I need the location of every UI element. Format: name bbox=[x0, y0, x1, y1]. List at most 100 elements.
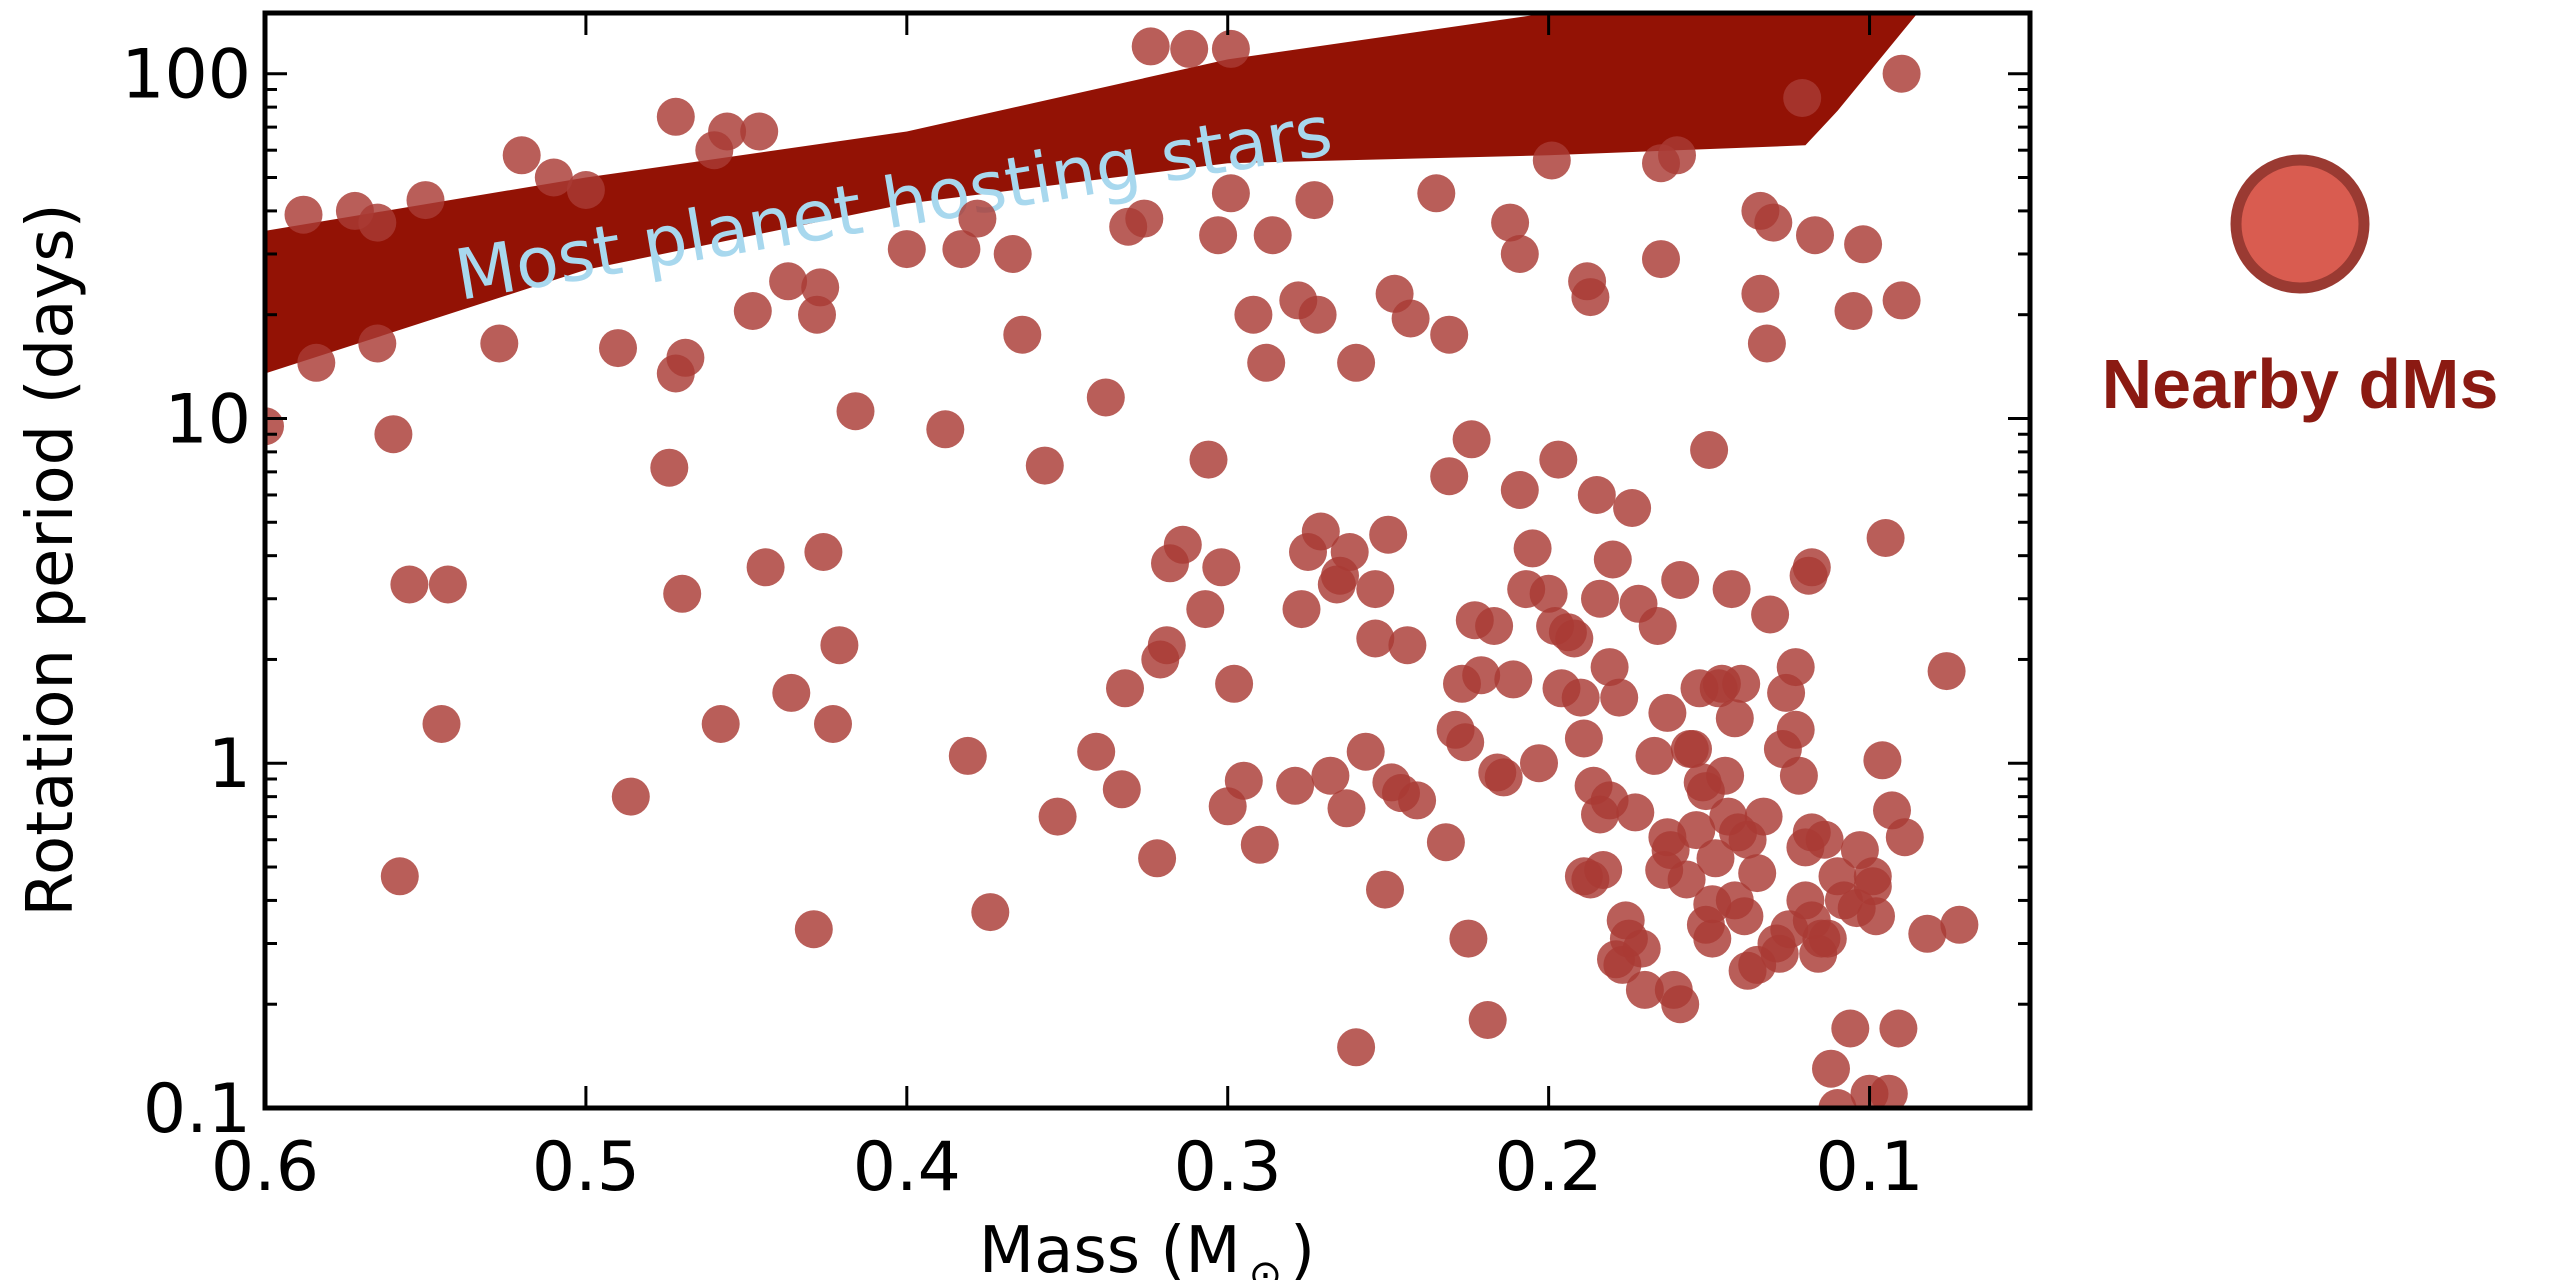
data-point bbox=[1520, 744, 1558, 783]
data-point bbox=[1106, 669, 1144, 708]
data-point bbox=[794, 910, 833, 949]
x-tick-label: 0.2 bbox=[1495, 1128, 1603, 1207]
data-point bbox=[1301, 512, 1340, 551]
data-point bbox=[1430, 457, 1469, 496]
data-point bbox=[1853, 867, 1892, 906]
data-point bbox=[1571, 278, 1610, 317]
data-point bbox=[358, 203, 397, 242]
data-point bbox=[1417, 174, 1456, 213]
data-point bbox=[701, 705, 740, 743]
data-point bbox=[1298, 295, 1337, 334]
data-point bbox=[1539, 440, 1578, 479]
data-point bbox=[1866, 519, 1905, 557]
data-point bbox=[1751, 595, 1790, 634]
plot-frame bbox=[262, 10, 2033, 1111]
data-point bbox=[948, 736, 987, 775]
data-point bbox=[1147, 626, 1186, 665]
data-point bbox=[1805, 820, 1844, 859]
data-point bbox=[1577, 476, 1616, 514]
data-point bbox=[1398, 781, 1437, 820]
data-point bbox=[1282, 590, 1321, 629]
data-point bbox=[1163, 525, 1202, 564]
data-point bbox=[1086, 378, 1125, 417]
data-point bbox=[599, 329, 637, 368]
data-point bbox=[1747, 324, 1786, 363]
data-point bbox=[1741, 274, 1780, 313]
data-point bbox=[1744, 797, 1783, 836]
data-point bbox=[1863, 741, 1902, 780]
data-point bbox=[1475, 607, 1514, 645]
data-point bbox=[1885, 818, 1924, 857]
data-point bbox=[769, 262, 808, 301]
data-point bbox=[1622, 929, 1661, 968]
data-point bbox=[1102, 770, 1141, 809]
data-point bbox=[1003, 315, 1042, 354]
data-point bbox=[1712, 570, 1751, 609]
data-point bbox=[1776, 710, 1815, 749]
data-point bbox=[1690, 431, 1729, 469]
data-point bbox=[1661, 985, 1700, 1024]
x-tick-label: 0.6 bbox=[211, 1128, 319, 1207]
legend-label: Nearby dMs bbox=[2102, 345, 2499, 423]
data-point bbox=[1693, 919, 1732, 958]
data-point bbox=[1240, 825, 1279, 864]
data-point bbox=[1831, 1009, 1870, 1048]
data-point bbox=[390, 565, 429, 604]
data-point bbox=[746, 548, 785, 587]
data-point bbox=[993, 235, 1032, 273]
data-point bbox=[656, 97, 695, 136]
data-point bbox=[1170, 29, 1209, 68]
data-point bbox=[502, 136, 541, 175]
data-point bbox=[1754, 203, 1793, 242]
data-point bbox=[1908, 914, 1947, 953]
data-point bbox=[814, 705, 852, 743]
data-point bbox=[1449, 919, 1488, 958]
data-point bbox=[1025, 446, 1064, 485]
data-point bbox=[1211, 29, 1250, 68]
data-point bbox=[1927, 652, 1966, 691]
data-point bbox=[1796, 216, 1834, 255]
data-point bbox=[1882, 54, 1921, 93]
data-point bbox=[1494, 660, 1533, 699]
data-point bbox=[1276, 766, 1315, 805]
data-point bbox=[1722, 664, 1761, 703]
data-point bbox=[1199, 216, 1238, 255]
data-point bbox=[1446, 723, 1485, 762]
data-point bbox=[1648, 693, 1687, 732]
data-point bbox=[1590, 648, 1629, 687]
data-point bbox=[1879, 1009, 1918, 1048]
data-point bbox=[1593, 540, 1632, 579]
data-point bbox=[1330, 533, 1369, 571]
data-point bbox=[733, 292, 772, 330]
data-point bbox=[1812, 1049, 1850, 1088]
data-point bbox=[1426, 823, 1465, 862]
data-point bbox=[297, 343, 336, 382]
data-point bbox=[1125, 199, 1164, 238]
data-point bbox=[1189, 440, 1228, 479]
planet-hosting-band bbox=[265, 13, 1918, 374]
x-tick-label: 0.1 bbox=[1815, 1128, 1923, 1207]
planet-hosting-band-layer bbox=[265, 13, 1918, 374]
data-point bbox=[1555, 619, 1594, 658]
data-point bbox=[1234, 295, 1273, 334]
data-points bbox=[265, 27, 1979, 1108]
data-point bbox=[374, 415, 413, 454]
data-point bbox=[1211, 174, 1250, 213]
y-tick-label: 100 bbox=[121, 36, 251, 115]
data-point bbox=[1452, 420, 1491, 459]
data-point bbox=[534, 158, 573, 197]
data-point bbox=[1584, 851, 1623, 889]
data-point bbox=[836, 392, 875, 431]
x-axis-title: Mass (M ⊙) bbox=[979, 1214, 1315, 1280]
data-point bbox=[480, 324, 519, 363]
data-point bbox=[1783, 79, 1822, 117]
data-point bbox=[422, 705, 461, 743]
data-point bbox=[1581, 579, 1619, 618]
data-point bbox=[926, 410, 965, 449]
data-point bbox=[1776, 648, 1815, 687]
data-point bbox=[1661, 561, 1700, 599]
data-point bbox=[1642, 240, 1680, 279]
data-point bbox=[820, 626, 859, 665]
data-point bbox=[1792, 548, 1831, 587]
data-point bbox=[1674, 730, 1712, 768]
